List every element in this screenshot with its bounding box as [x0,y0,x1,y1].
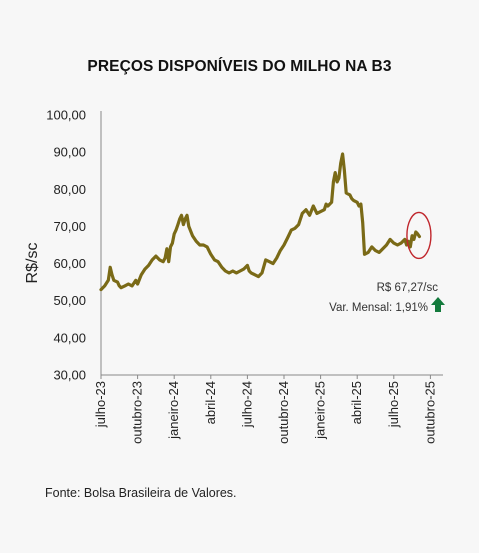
latest-highlight-ellipse [406,211,432,260]
x-tick-label: janeiro-24 [166,381,181,440]
x-tick-label: outubro-25 [422,381,437,444]
price-series-line [99,152,421,292]
y-tick-label: 70,00 [53,219,86,234]
x-tick-label: julho-24 [239,381,254,428]
latest-price-label: R$ 67,27/sc [377,282,439,294]
y-tick-label: 100,00 [46,108,86,123]
x-tick-label: julho-25 [386,381,401,428]
y-tick-label: 80,00 [53,182,86,197]
x-tick-label: outubro-23 [130,381,145,444]
y-tick-label: 40,00 [53,330,86,345]
up-arrow-icon [431,297,445,312]
y-tick-label: 30,00 [53,368,86,383]
x-tick-label: janeiro-25 [313,381,328,440]
x-tick-label: julho-23 [93,381,108,428]
y-tick-label: 50,00 [53,293,86,308]
y-tick-label: 60,00 [53,256,86,271]
y-tick-label: 90,00 [53,145,86,160]
chart-title: PREÇOS DISPONÍVEIS DO MILHO NA B3 [87,58,392,75]
monthly-variation-label: Var. Mensal: 1,91% [329,302,428,314]
y-axis-title: R$/sc [24,243,41,284]
x-tick-label: abril-24 [203,381,218,424]
source-note: Fonte: Bolsa Brasileira de Valores. [45,486,237,500]
x-tick-label: abril-25 [349,381,364,424]
x-tick-label: outubro-24 [276,381,291,444]
